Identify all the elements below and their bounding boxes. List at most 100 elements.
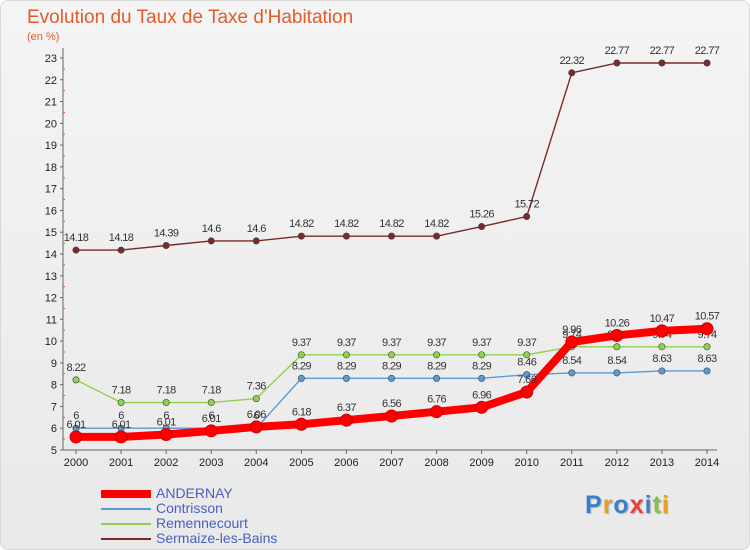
y-tick-label: 23	[45, 53, 57, 65]
data-label-sermaize-les-bains: 14.6	[202, 223, 221, 235]
data-point-sermaize-les-bains	[433, 232, 441, 240]
x-tick-label: 2012	[605, 457, 629, 469]
data-label-andernay: 6.01	[202, 413, 221, 425]
data-label-sermaize-les-bains: 14.6	[247, 223, 266, 235]
data-point-andernay	[655, 324, 669, 338]
data-point-sermaize-les-bains	[613, 59, 621, 67]
x-tick-label: 2003	[199, 457, 223, 469]
data-point-sermaize-les-bains	[252, 237, 260, 245]
legend: ANDERNAY Contrisson Remennecourt Sermaize-l…	[101, 485, 361, 547]
x-tick-label: 2002	[154, 457, 178, 469]
data-label-andernay: 6.96	[472, 389, 491, 401]
data-label-andernay: 10.57	[695, 311, 720, 323]
data-point-sermaize-les-bains	[523, 213, 531, 221]
x-tick-label: 2007	[379, 457, 403, 469]
data-label-andernay: 10.26	[605, 317, 630, 329]
y-tick-label: 15	[45, 227, 57, 239]
data-label-contrisson: 8.54	[607, 355, 626, 367]
x-tick-label: 2008	[424, 457, 448, 469]
legend-label: ANDERNAY	[156, 485, 233, 501]
data-label-contrisson: 8.29	[292, 360, 311, 372]
data-point-remennecourt	[478, 351, 486, 359]
legend-item-andernay: ANDERNAY	[101, 485, 361, 502]
data-point-sermaize-les-bains	[658, 59, 666, 67]
data-point-remennecourt	[387, 351, 395, 359]
data-point-sermaize-les-bains	[568, 69, 576, 77]
y-tick-label: 16	[45, 205, 57, 217]
data-label-contrisson: 8.63	[652, 353, 671, 365]
chart-unit: (en %)	[27, 31, 60, 43]
data-label-sermaize-les-bains: 14.39	[154, 228, 179, 240]
x-tick-label: 2009	[469, 457, 493, 469]
data-point-andernay	[114, 430, 128, 444]
data-label-sermaize-les-bains: 15.26	[469, 209, 494, 221]
data-point-andernay	[249, 420, 263, 434]
data-point-contrisson	[433, 374, 441, 382]
data-label-contrisson: 8.54	[562, 355, 581, 367]
y-tick-label: 19	[45, 140, 57, 152]
data-point-andernay	[69, 430, 83, 444]
data-label-contrisson: 8.29	[427, 360, 446, 372]
legend-label: Sermaize-les-Bains	[156, 530, 278, 546]
y-tick-label: 6	[51, 423, 57, 435]
data-label-contrisson: 6	[73, 410, 79, 422]
data-label-andernay: 6.37	[337, 402, 356, 414]
data-label-andernay: 6.01	[157, 417, 176, 429]
legend-label: Contrisson	[156, 500, 223, 516]
data-point-andernay	[159, 428, 173, 442]
data-point-contrisson	[703, 367, 711, 375]
y-tick-label: 9	[51, 358, 57, 370]
x-tick-label: 2001	[109, 457, 133, 469]
data-label-contrisson: 8.29	[382, 360, 401, 372]
data-label-contrisson: 6	[254, 410, 260, 422]
data-point-andernay	[430, 405, 444, 419]
data-label-sermaize-les-bains: 14.18	[109, 232, 134, 244]
data-label-sermaize-les-bains: 14.82	[424, 218, 449, 230]
data-point-andernay	[475, 400, 489, 414]
data-label-contrisson: 6	[208, 410, 214, 422]
data-label-sermaize-les-bains: 15.72	[514, 199, 539, 211]
data-point-sermaize-les-bains	[162, 242, 170, 250]
y-tick-label: 17	[45, 184, 57, 196]
data-label-remennecourt: 9.37	[472, 337, 491, 349]
y-tick-label: 10	[45, 336, 57, 348]
data-point-remennecourt	[297, 351, 305, 359]
data-label-remennecourt: 7.36	[247, 381, 266, 393]
data-point-contrisson	[297, 374, 305, 382]
data-point-contrisson	[478, 374, 486, 382]
data-label-remennecourt: 8.22	[66, 362, 85, 374]
data-point-remennecourt	[342, 351, 350, 359]
data-label-sermaize-les-bains: 22.32	[560, 55, 585, 67]
brand-logo: Proxiti	[585, 491, 670, 519]
y-tick-label: 20	[45, 118, 57, 130]
data-label-remennecourt: 9.37	[382, 337, 401, 349]
data-label-andernay: 6.76	[427, 394, 446, 406]
legend-item-contrisson: Contrisson	[101, 500, 361, 517]
x-tick-label: 2010	[514, 457, 538, 469]
data-label-contrisson: 8.29	[337, 360, 356, 372]
data-label-contrisson: 6	[118, 410, 124, 422]
data-label-remennecourt: 9.37	[427, 337, 446, 349]
data-point-remennecourt	[523, 351, 531, 359]
data-label-sermaize-les-bains: 14.82	[289, 218, 314, 230]
chart-title: Evolution du Taux de Taxe d'Habitation	[27, 7, 354, 28]
x-tick-label: 2014	[695, 457, 719, 469]
data-point-remennecourt	[252, 395, 260, 403]
data-point-sermaize-les-bains	[117, 246, 125, 254]
data-label-andernay: 10.47	[650, 313, 675, 325]
data-label-sermaize-les-bains: 22.77	[650, 45, 675, 57]
data-point-andernay	[204, 424, 218, 438]
data-label-contrisson: 8.63	[697, 353, 716, 365]
data-point-sermaize-les-bains	[342, 232, 350, 240]
data-point-remennecourt	[72, 376, 80, 384]
data-label-andernay: 9.96	[562, 324, 581, 336]
x-tick-label: 2013	[650, 457, 674, 469]
legend-swatch	[101, 490, 151, 498]
data-label-remennecourt: 9.37	[517, 337, 536, 349]
data-point-remennecourt	[613, 343, 621, 351]
data-label-andernay: 7.66	[517, 374, 536, 386]
data-label-andernay: 6.18	[292, 406, 311, 418]
y-tick-label: 8	[51, 380, 57, 392]
data-label-remennecourt: 9.37	[292, 337, 311, 349]
